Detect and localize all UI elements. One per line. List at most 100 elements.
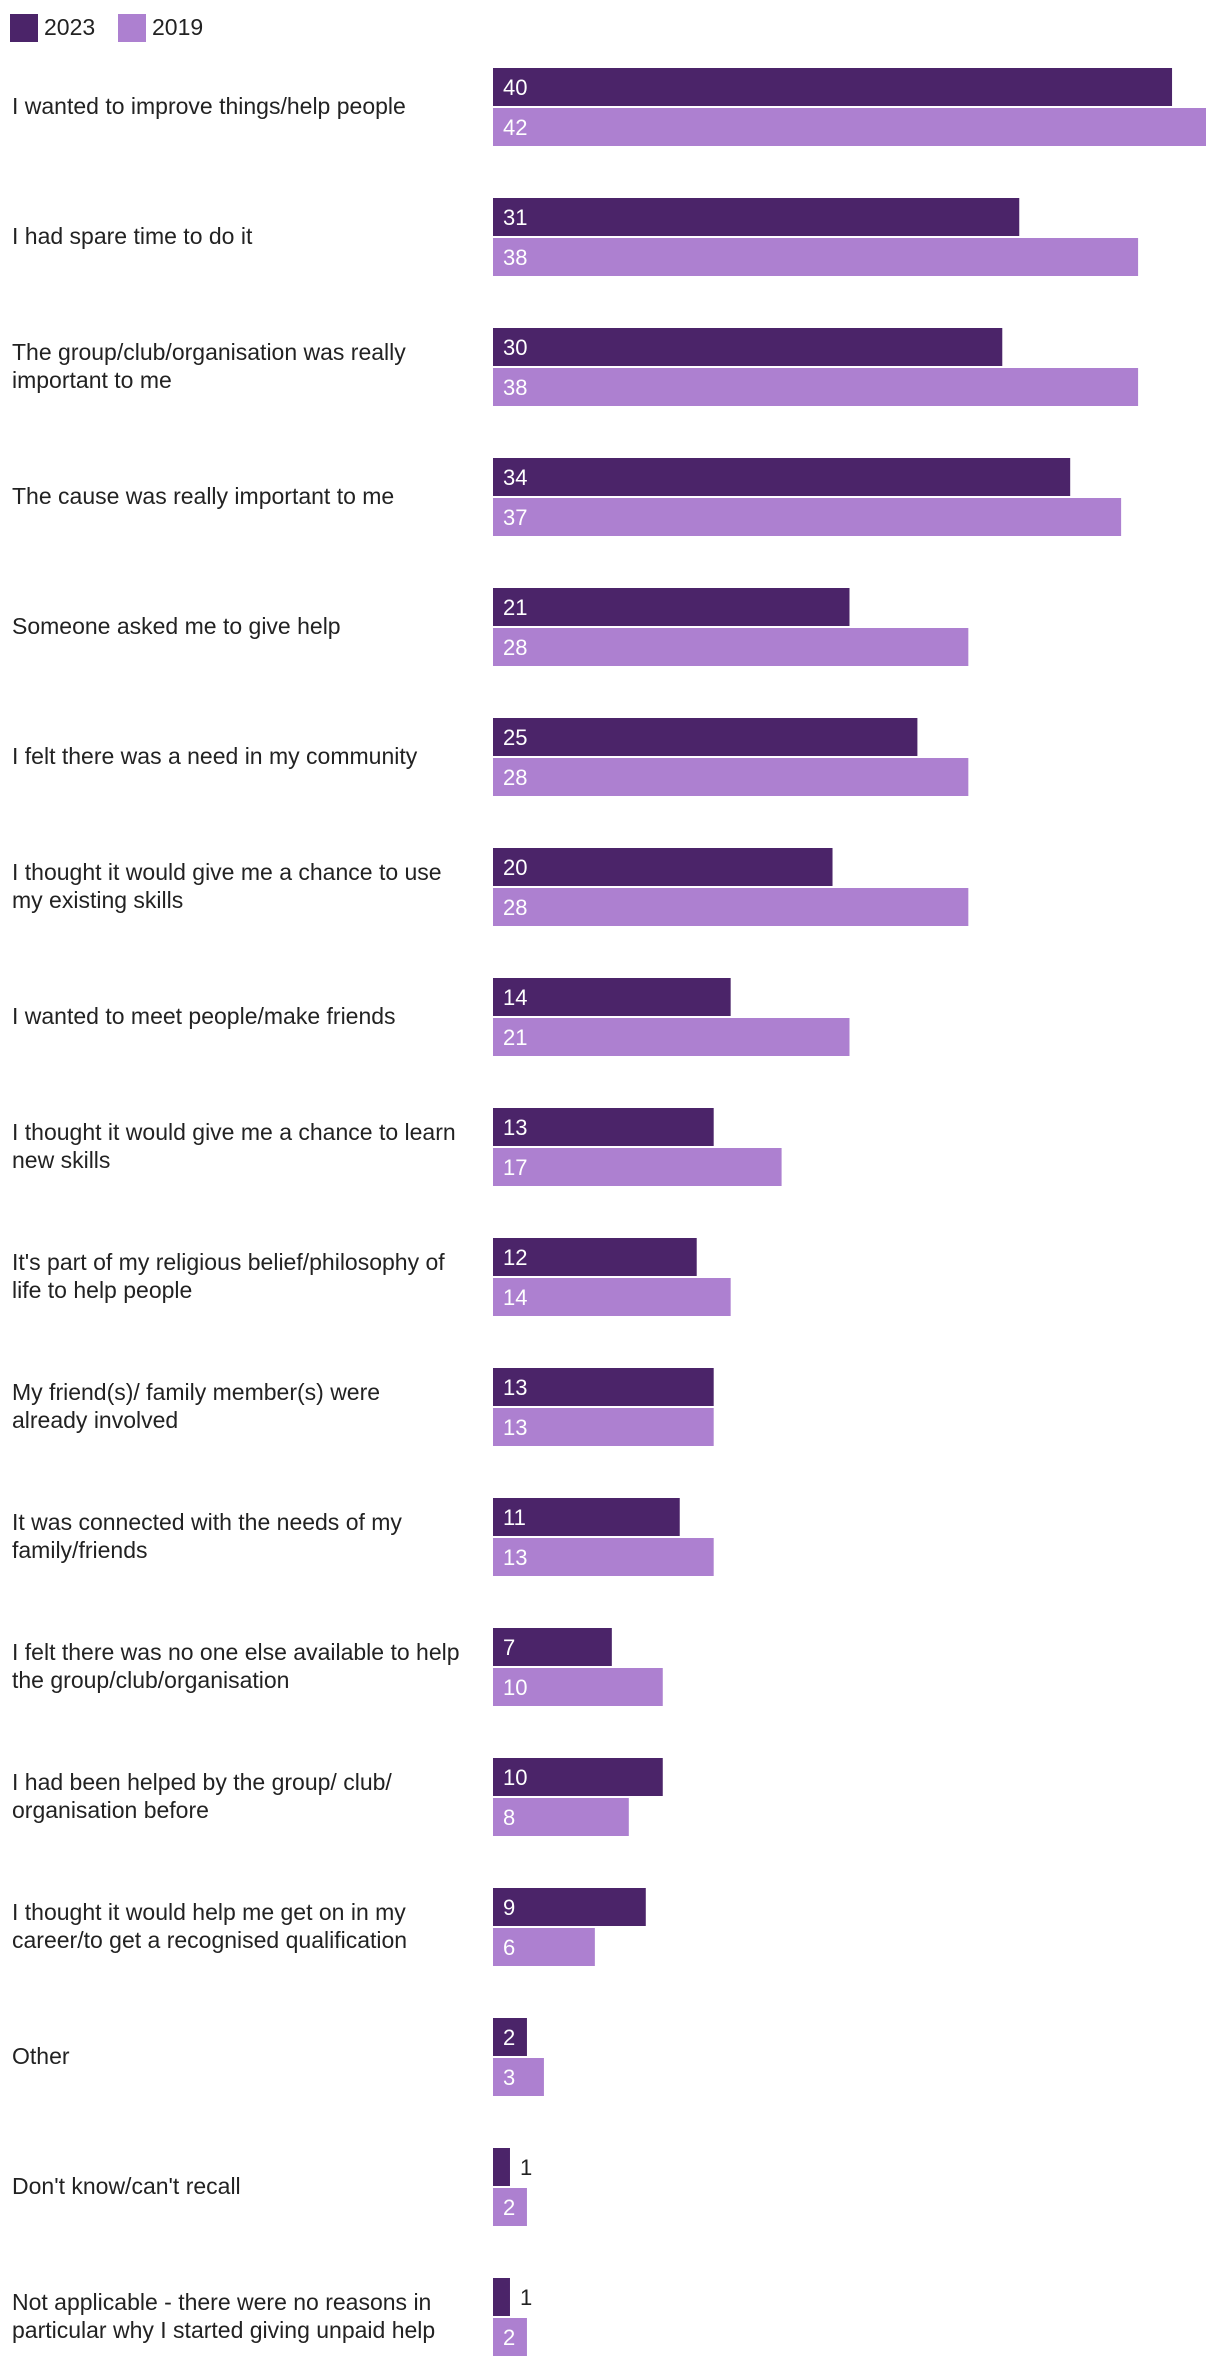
bar-2019	[493, 1148, 782, 1186]
bar-2023	[493, 978, 731, 1016]
data-label-2023: 20	[503, 855, 527, 880]
category-label: The group/club/organisation was really im…	[12, 339, 406, 393]
bar-2019	[493, 1798, 629, 1836]
bar-2023	[493, 1238, 697, 1276]
bar-2023	[493, 1498, 680, 1536]
data-label-2023: 2	[503, 2025, 515, 2050]
data-label-2019: 13	[503, 1415, 527, 1440]
bar-2019	[493, 1538, 714, 1576]
legend-swatch-2019	[118, 14, 146, 42]
bar-2019	[493, 238, 1139, 276]
bar-2023	[493, 1108, 714, 1146]
legend: 2023 2019	[10, 14, 203, 42]
data-label-2019: 13	[503, 1545, 527, 1570]
data-label-2019: 6	[503, 1935, 515, 1960]
bar-2023	[493, 848, 833, 886]
category-label: Someone asked me to give help	[12, 613, 341, 639]
data-label-2023: 11	[503, 1505, 526, 1530]
category-label: It was connected with the needs of my fam…	[12, 1509, 402, 1563]
data-label-2019: 14	[503, 1285, 527, 1310]
bar-2019	[493, 1018, 850, 1056]
data-label-2019: 28	[503, 635, 527, 660]
data-label-2023: 13	[503, 1115, 527, 1140]
data-label-2023: 25	[503, 725, 527, 750]
data-label-2019: 21	[503, 1025, 527, 1050]
data-label-2019: 10	[503, 1675, 527, 1700]
category-label: I thought it would give me a chance to l…	[12, 1119, 456, 1173]
data-label-2023: 21	[503, 595, 527, 620]
data-label-2023: 13	[503, 1375, 527, 1400]
bar-2023	[493, 1888, 646, 1926]
bar-2023	[493, 458, 1071, 496]
category-label: I had been helped by the group/ club/org…	[12, 1769, 392, 1823]
data-label-2019: 37	[503, 505, 527, 530]
bar-2019	[493, 1668, 663, 1706]
data-label-2023: 30	[503, 335, 527, 360]
category-row: It was connected with the needs of my fam…	[12, 1498, 714, 1576]
data-label-2023: 10	[503, 1765, 527, 1790]
category-row: Not applicable - there were no reasons i…	[12, 2278, 532, 2356]
category-row: Don't know/can't recall 12	[12, 2148, 532, 2226]
category-row: I had spare time to do it 31 38	[12, 198, 1139, 276]
category-label: I wanted to improve things/help people	[12, 93, 406, 119]
category-row: The cause was really important to me 34 37	[12, 458, 1122, 536]
bar-2019	[493, 2318, 527, 2356]
data-label-2019: 8	[503, 1805, 515, 1830]
bar-2019	[493, 758, 969, 796]
category-label: It's part of my religious belief/philoso…	[12, 1249, 445, 1303]
legend-label-2023: 2023	[44, 14, 95, 40]
data-label-2023: 40	[503, 75, 527, 100]
bar-2023	[493, 328, 1003, 366]
legend-swatch-2023	[10, 14, 38, 42]
bar-2023	[493, 2018, 527, 2056]
bar-2023	[493, 1368, 714, 1406]
category-row: My friend(s)/ family member(s) were alrea…	[12, 1368, 714, 1446]
data-label-2023: 1	[520, 2155, 532, 2180]
bar-2023	[493, 68, 1173, 106]
category-row: I thought it would give me a chance to l…	[12, 1108, 782, 1186]
category-row: I wanted to improve things/help people 40…	[12, 68, 1206, 146]
category-row: The group/club/organisation was really im…	[12, 328, 1139, 406]
category-row: Someone asked me to give help 21 28	[12, 588, 969, 666]
category-row: I felt there was a need in my community 2…	[12, 718, 969, 796]
category-row: I wanted to meet people/make friends 14 21	[12, 978, 850, 1056]
data-label-2019: 38	[503, 245, 527, 270]
category-label: I thought it would give me a chance to u…	[12, 859, 442, 913]
legend-label-2019: 2019	[152, 14, 203, 40]
bar-2023	[493, 1628, 612, 1666]
data-label-2019: 17	[503, 1155, 527, 1180]
category-row: I had been helped by the group/ club/org…	[12, 1758, 663, 1836]
data-label-2023: 14	[503, 985, 527, 1010]
data-label-2019: 2	[503, 2195, 515, 2220]
bar-2019	[493, 2058, 544, 2096]
data-label-2023: 9	[503, 1895, 515, 1920]
data-label-2019: 28	[503, 765, 527, 790]
data-label-2023: 7	[503, 1635, 515, 1660]
bar-2019	[493, 1928, 595, 1966]
category-label: Not applicable - there were no reasons i…	[12, 2289, 435, 2343]
bar-2019	[493, 1278, 731, 1316]
bar-2023	[493, 2278, 510, 2316]
bar-2019	[493, 498, 1122, 536]
category-label: Don't know/can't recall	[12, 2173, 241, 2199]
category-label: Other	[12, 2043, 70, 2069]
data-label-2019: 2	[503, 2325, 515, 2350]
category-label: I felt there was no one else available t…	[12, 1639, 460, 1693]
data-label-2019: 38	[503, 375, 527, 400]
category-label: I wanted to meet people/make friends	[12, 1003, 396, 1029]
category-row: I thought it would give me a chance to u…	[12, 848, 969, 926]
data-label-2023: 34	[503, 465, 527, 490]
category-label: I had spare time to do it	[12, 223, 253, 249]
category-label: I felt there was a need in my community	[12, 743, 418, 769]
data-label-2023: 12	[503, 1245, 527, 1270]
data-label-2023: 1	[520, 2285, 532, 2310]
category-label: The cause was really important to me	[12, 483, 394, 509]
bar-2019	[493, 1408, 714, 1446]
bar-2019	[493, 368, 1139, 406]
category-label: I thought it would help me get on in my c…	[12, 1899, 407, 1953]
data-label-2019: 28	[503, 895, 527, 920]
bar-2019	[493, 2188, 527, 2226]
category-label: My friend(s)/ family member(s) were alrea…	[12, 1379, 380, 1433]
category-row: I felt there was no one else available t…	[12, 1628, 663, 1706]
